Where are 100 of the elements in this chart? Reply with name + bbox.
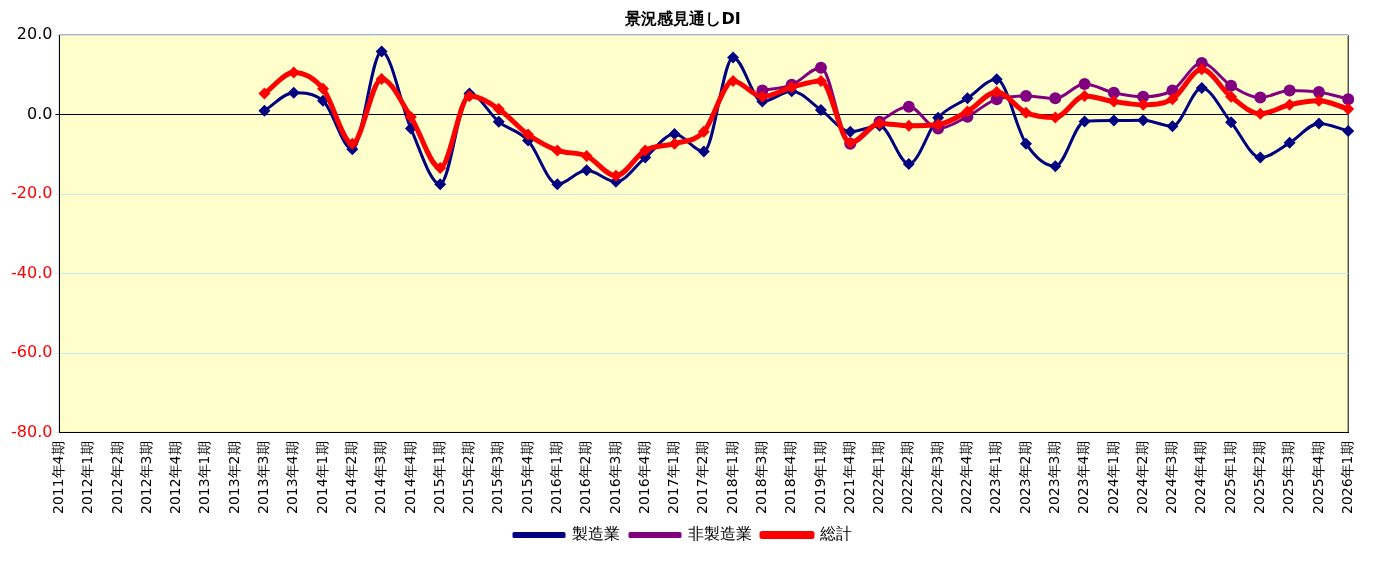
x-tick-label: 2015年1期 <box>430 441 447 515</box>
point <box>1107 86 1120 99</box>
y-tick-label: 20.0 <box>16 24 53 44</box>
x-tick-label: 2015年2期 <box>460 441 477 515</box>
x-tick-label: 2013年3期 <box>255 441 272 515</box>
x-tick-label: 2014年3期 <box>372 441 389 515</box>
point <box>375 45 388 58</box>
x-tick-label: 2016年2期 <box>577 441 594 515</box>
x-tick-label: 2021年4期 <box>840 441 857 515</box>
point <box>727 51 740 64</box>
x-tick-label: 2017年1期 <box>665 441 682 515</box>
x-tick-label: 2018年1期 <box>723 441 740 515</box>
point <box>1049 92 1062 105</box>
point <box>492 115 505 128</box>
x-tick-label: 2022年1期 <box>870 441 887 515</box>
x-tick-label: 2013年2期 <box>225 441 242 515</box>
point <box>522 128 535 141</box>
point <box>492 103 505 116</box>
point <box>1312 117 1325 130</box>
x-tick-label: 2025年4期 <box>1309 441 1326 515</box>
x-tick-label: 2023年4期 <box>1075 441 1092 515</box>
x-tick-label: 2012年3期 <box>137 441 154 515</box>
x-tick-label: 2022年3期 <box>928 441 945 515</box>
x-tick-label: 2014年2期 <box>342 441 359 515</box>
chart-title: 景況感見通しDI <box>624 8 741 28</box>
point <box>961 105 974 118</box>
point <box>814 103 827 116</box>
x-tick-label: 2018年3期 <box>753 441 770 515</box>
x-tick-label: 2026年1期 <box>1338 441 1355 515</box>
x-tick-label: 2022年2期 <box>899 441 916 515</box>
x-tick-label: 2012年4期 <box>167 441 184 515</box>
x-tick-label: 2014年1期 <box>313 441 330 515</box>
point <box>990 86 1003 99</box>
point <box>258 104 271 117</box>
point <box>668 137 681 150</box>
x-tick-label: 2015年3期 <box>489 441 506 515</box>
point <box>1254 91 1267 104</box>
point <box>1283 136 1296 149</box>
point <box>1195 63 1208 76</box>
point <box>697 125 710 138</box>
legend-label: 製造業 <box>572 524 620 544</box>
point <box>1225 116 1238 129</box>
point <box>404 111 417 124</box>
point <box>551 178 564 191</box>
x-tick-label: 2018年4期 <box>782 441 799 515</box>
point <box>990 73 1003 86</box>
x-tick-label: 2012年2期 <box>108 441 125 515</box>
y-tick-label: -60.0 <box>10 342 53 362</box>
point <box>639 144 652 157</box>
point <box>1312 86 1325 99</box>
x-tick-label: 2025年1期 <box>1221 441 1238 515</box>
point <box>1137 114 1150 127</box>
legend-label: 非製造業 <box>688 524 752 544</box>
x-tick-label: 2024年1期 <box>1104 441 1121 515</box>
x-tick-label: 2019年1期 <box>811 441 828 515</box>
point <box>1342 103 1355 116</box>
x-tick-label: 2025年3期 <box>1280 441 1297 515</box>
x-tick-label: 2025年2期 <box>1250 441 1267 515</box>
x-tick-label: 2023年3期 <box>1045 441 1062 515</box>
point <box>1283 98 1296 111</box>
x-tick-label: 2012年1期 <box>79 441 96 515</box>
point <box>727 74 740 87</box>
point <box>346 137 359 150</box>
point <box>434 161 447 174</box>
point <box>1342 124 1355 137</box>
point <box>580 149 593 162</box>
point <box>1166 93 1179 106</box>
y-tick-label: -20.0 <box>10 183 53 203</box>
point <box>1195 82 1208 95</box>
point <box>580 164 593 177</box>
point <box>1078 78 1091 91</box>
point <box>287 86 300 99</box>
y-tick-label: -80.0 <box>10 421 53 441</box>
point <box>1254 151 1267 164</box>
x-tick-label: 2013年4期 <box>284 441 301 515</box>
x-tick-label: 2023年1期 <box>987 441 1004 515</box>
x-tick-label: 2022年4期 <box>958 441 975 515</box>
point <box>1166 120 1179 133</box>
point <box>844 125 857 138</box>
point <box>697 145 710 158</box>
point <box>1020 106 1032 119</box>
point <box>961 92 974 105</box>
point <box>317 82 330 95</box>
x-tick-label: 2013年1期 <box>196 441 213 515</box>
point <box>1049 160 1062 173</box>
x-tick-label: 2023年2期 <box>1016 441 1033 515</box>
x-tick-label: 2015年4期 <box>518 441 535 515</box>
point <box>258 87 271 100</box>
point <box>1020 137 1032 150</box>
point <box>1020 89 1032 102</box>
point <box>1283 84 1296 97</box>
point <box>814 61 827 74</box>
x-tick-label: 2011年4期 <box>50 441 67 515</box>
point <box>902 157 915 170</box>
x-tick-label: 2024年2期 <box>1133 441 1150 515</box>
x-tick-label: 2016年4期 <box>635 441 652 515</box>
point <box>375 72 388 85</box>
x-tick-label: 2024年4期 <box>1192 441 1209 515</box>
x-tick-label: 2017年2期 <box>694 441 711 515</box>
x-tick-label: 2014年4期 <box>401 441 418 515</box>
